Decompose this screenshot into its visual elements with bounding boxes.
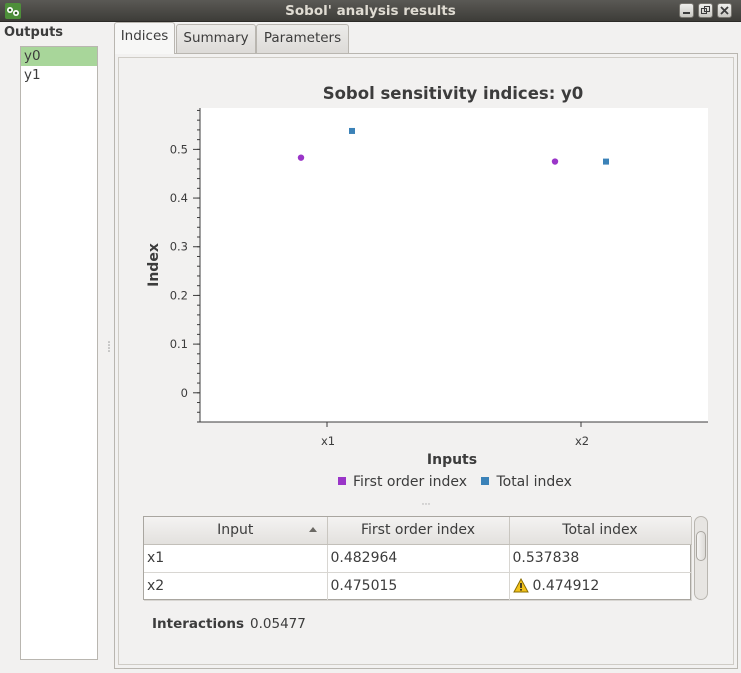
- minimize-button[interactable]: [679, 3, 694, 18]
- y-tick-label: 0.4: [170, 191, 188, 205]
- legend-item-total: Total index: [481, 474, 572, 490]
- cell-total[interactable]: 0.474912: [509, 572, 692, 601]
- output-item-y1[interactable]: y1: [24, 67, 41, 83]
- app-icon: [5, 3, 21, 19]
- table-row[interactable]: x2 0.475015 0.474912: [144, 572, 692, 601]
- tab-indices[interactable]: Indices: [114, 22, 175, 54]
- y-tick-label: 0.3: [170, 240, 188, 254]
- interactions-value: 0.05477: [250, 616, 306, 632]
- legend-label-total: Total index: [496, 474, 572, 490]
- y-tick-label: 0.2: [170, 288, 188, 302]
- plot-area: [200, 108, 708, 422]
- y-tick-label: 0.1: [170, 337, 188, 351]
- legend-item-first-order: First order index: [338, 474, 471, 490]
- scrollbar-handle[interactable]: [696, 531, 706, 561]
- warning-icon: [512, 578, 529, 593]
- legend-label-first-order: First order index: [353, 474, 467, 490]
- data-point-total: [349, 127, 355, 134]
- interactions-summary: Interactions 0.05477: [152, 616, 306, 632]
- y-tick-label: 0.5: [170, 142, 188, 156]
- window-title: Sobol' analysis results: [285, 3, 456, 19]
- restore-icon: [701, 6, 710, 14]
- maximize-button[interactable]: [698, 3, 713, 18]
- column-header-input[interactable]: Input: [144, 517, 328, 545]
- close-button[interactable]: [717, 3, 732, 18]
- table-row[interactable]: x1 0.482964 0.537838: [144, 544, 692, 573]
- tab-parameters[interactable]: Parameters: [256, 24, 349, 53]
- x-axis-label: Inputs: [427, 452, 477, 468]
- cell-total-value: 0.474912: [532, 578, 600, 594]
- x-tick-label: x2: [575, 434, 589, 448]
- column-header-total[interactable]: Total index: [509, 517, 692, 545]
- data-point-total: [603, 158, 609, 165]
- cell-first-order[interactable]: 0.475015: [327, 572, 510, 601]
- column-header-input-label: Input: [217, 522, 254, 539]
- output-item-y0[interactable]: y0: [21, 47, 97, 66]
- chart-legend: First order index Total index: [338, 474, 582, 490]
- cell-total[interactable]: 0.537838: [509, 544, 692, 573]
- sort-ascending-icon: [308, 527, 317, 532]
- column-header-first-order[interactable]: First order index: [327, 517, 510, 545]
- sobol-chart: Sobol sensitivity indices: y0 0 0.1 0.2 0.3 0…: [146, 84, 708, 468]
- cell-first-order[interactable]: 0.482964: [327, 544, 510, 573]
- indices-table[interactable]: Input First order index Total index x1 0…: [143, 516, 692, 601]
- close-icon: [720, 6, 729, 15]
- splitter-handle-horizontal[interactable]: [422, 502, 432, 506]
- interactions-label: Interactions: [152, 616, 245, 632]
- minimize-icon: [683, 12, 690, 14]
- cell-input[interactable]: x1: [144, 544, 328, 573]
- legend-swatch-first-order: [338, 477, 346, 485]
- tab-summary[interactable]: Summary: [176, 24, 256, 53]
- splitter-handle[interactable]: [107, 340, 111, 352]
- outputs-label: Outputs: [4, 25, 64, 40]
- cell-input[interactable]: x2: [144, 572, 328, 601]
- legend-swatch-total: [481, 477, 490, 485]
- data-point-first-order: [297, 154, 305, 161]
- title-bar: Sobol' analysis results: [0, 0, 741, 22]
- chart-frame: [118, 57, 734, 665]
- x-tick-label: x1: [321, 434, 335, 448]
- data-point-first-order: [551, 158, 559, 165]
- y-axis-label: Index: [146, 243, 162, 287]
- chart-title: Sobol sensitivity indices: y0: [323, 84, 584, 103]
- outputs-list[interactable]: y0 y1: [20, 46, 98, 660]
- table-scrollbar[interactable]: [694, 516, 708, 600]
- y-tick-label: 0: [181, 386, 188, 400]
